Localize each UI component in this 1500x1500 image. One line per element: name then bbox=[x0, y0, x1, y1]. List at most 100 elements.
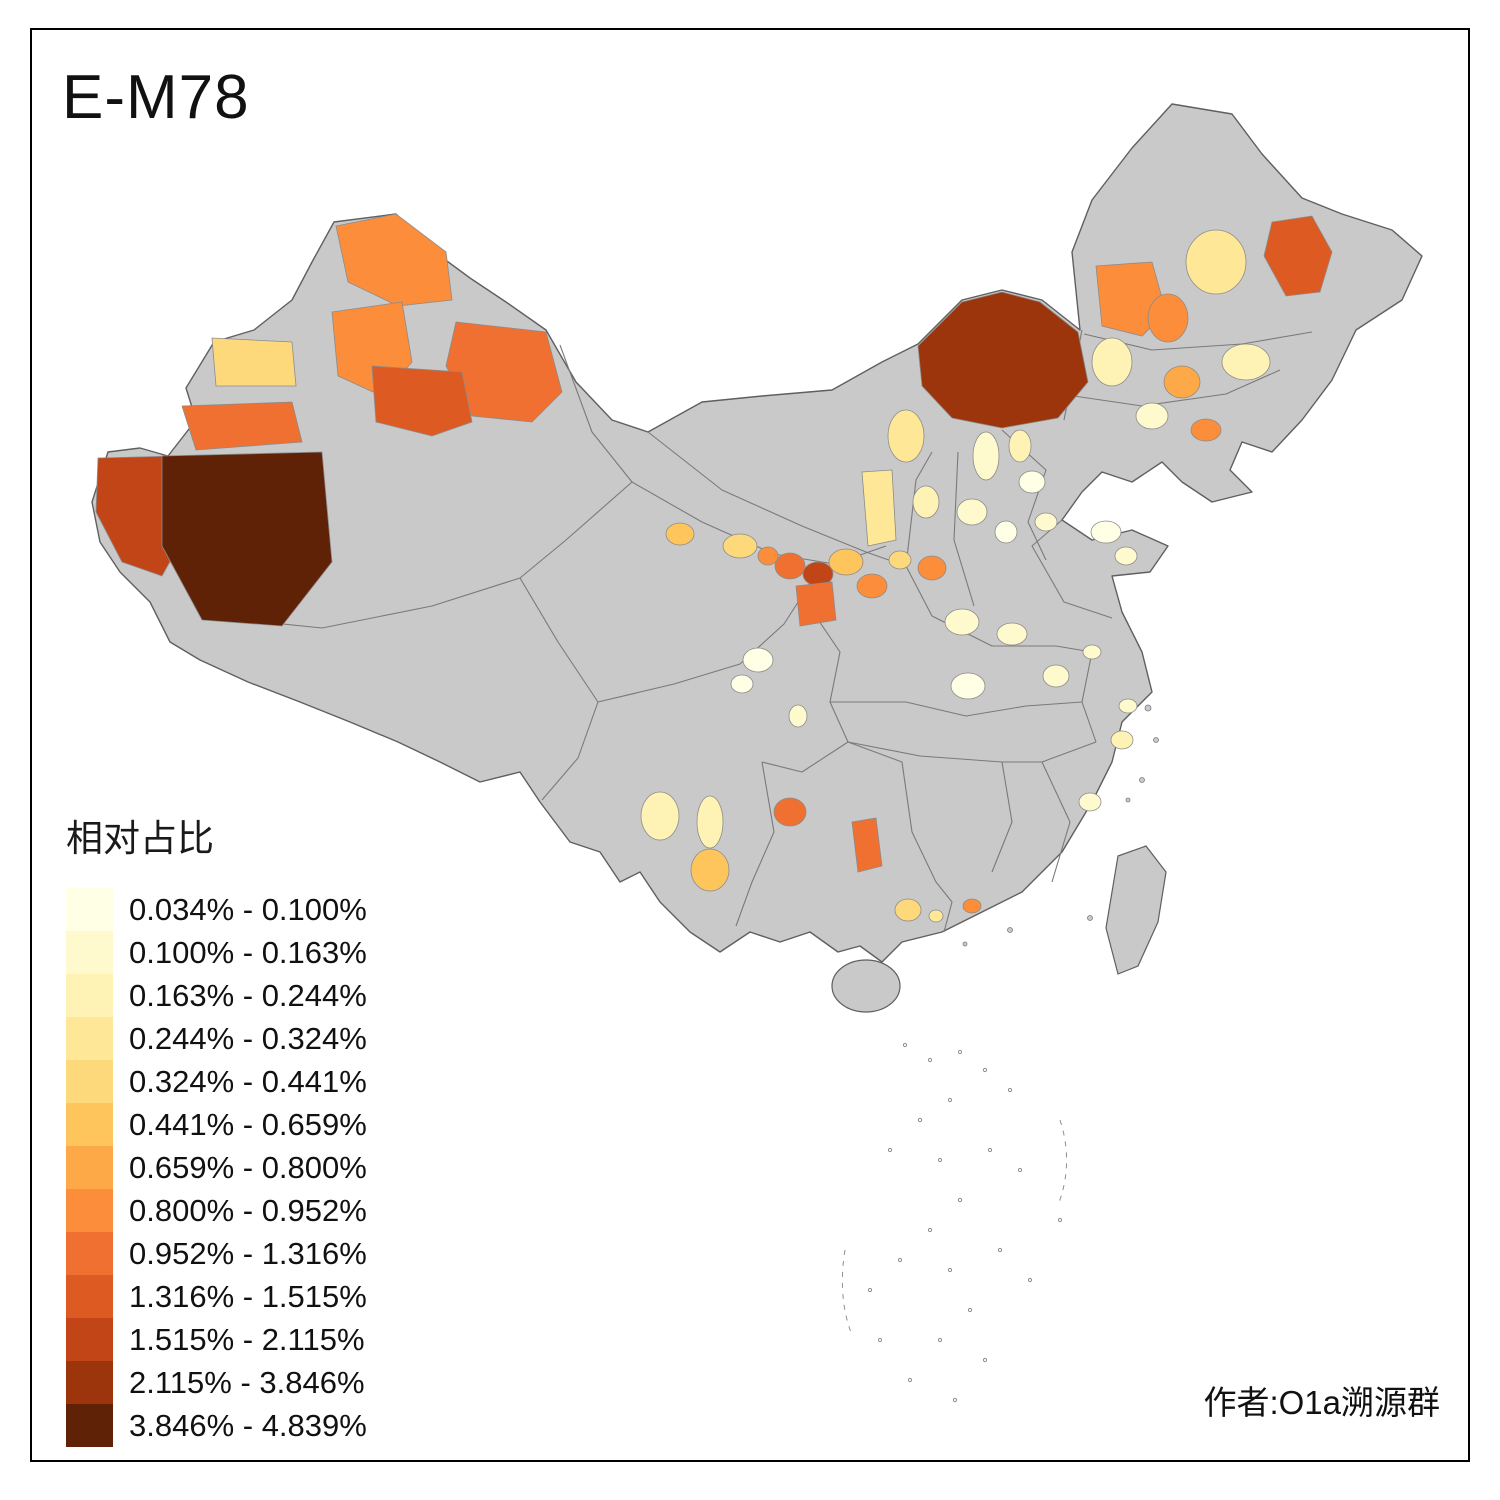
map-region bbox=[1110, 730, 1134, 750]
hainan-island bbox=[831, 959, 901, 1013]
map-region bbox=[773, 797, 807, 827]
legend-swatch bbox=[66, 1232, 113, 1275]
legend-swatch bbox=[66, 1060, 113, 1103]
legend-item: 0.100% - 0.163% bbox=[66, 931, 486, 974]
map-region bbox=[1008, 429, 1032, 463]
map-region bbox=[851, 817, 883, 873]
legend-label: 0.244% - 0.324% bbox=[129, 1020, 367, 1056]
map-region bbox=[211, 337, 297, 387]
legend-label: 2.115% - 3.846% bbox=[129, 1364, 365, 1400]
map-region bbox=[994, 520, 1018, 544]
map-region bbox=[956, 498, 988, 526]
map-region bbox=[1163, 365, 1201, 399]
map-region bbox=[972, 431, 1000, 481]
legend-label: 0.163% - 0.244% bbox=[129, 977, 367, 1013]
map-region bbox=[1147, 293, 1189, 343]
map-region bbox=[757, 546, 779, 566]
map-region bbox=[1091, 337, 1133, 387]
legend-swatch bbox=[66, 1189, 113, 1232]
map-region bbox=[912, 485, 940, 519]
legend-item: 0.952% - 1.316% bbox=[66, 1232, 486, 1275]
legend-item: 0.324% - 0.441% bbox=[66, 1060, 486, 1103]
legend-item: 0.659% - 0.800% bbox=[66, 1146, 486, 1189]
legend-item: 1.316% - 1.515% bbox=[66, 1275, 486, 1318]
coastal-islets bbox=[962, 704, 1159, 947]
colored-regions bbox=[95, 213, 1333, 923]
south-china-sea-islands bbox=[841, 1042, 1067, 1403]
map-region bbox=[861, 469, 897, 547]
attribution: 作者:O1a溯源群 bbox=[1203, 1384, 1440, 1421]
legend-item: 2.115% - 3.846% bbox=[66, 1361, 486, 1404]
page-title: E-M78 bbox=[62, 63, 250, 132]
map-region bbox=[690, 848, 730, 892]
map-region bbox=[722, 533, 758, 559]
legend: 相对占比 0.034% - 0.100% 0.100% - 0.163% 0.1… bbox=[66, 808, 486, 1447]
map-region bbox=[335, 213, 453, 307]
map-region bbox=[1018, 470, 1046, 494]
map-region bbox=[944, 608, 980, 636]
legend-swatch bbox=[66, 1275, 113, 1318]
map-region bbox=[640, 791, 680, 841]
map-region bbox=[828, 548, 864, 576]
legend-title: 相对占比 bbox=[66, 818, 214, 859]
legend-item: 3.846% - 4.839% bbox=[66, 1404, 486, 1447]
legend-label: 1.515% - 2.115% bbox=[129, 1321, 365, 1357]
islands bbox=[831, 704, 1167, 1403]
legend-item: 0.034% - 0.100% bbox=[66, 888, 486, 931]
map-region bbox=[795, 581, 837, 627]
map-region bbox=[894, 898, 922, 922]
map-region bbox=[1090, 520, 1122, 544]
legend-swatch bbox=[66, 931, 113, 974]
map-region bbox=[788, 704, 808, 728]
legend-label: 0.800% - 0.952% bbox=[129, 1192, 367, 1228]
legend-label: 0.659% - 0.800% bbox=[129, 1149, 367, 1185]
map-region bbox=[1221, 343, 1271, 381]
map-region bbox=[1185, 229, 1247, 295]
map-region bbox=[917, 555, 947, 581]
map-region bbox=[1034, 512, 1058, 532]
map-region bbox=[1042, 664, 1070, 688]
map-region bbox=[161, 451, 333, 627]
map-region bbox=[996, 622, 1028, 646]
legend-swatch bbox=[66, 1404, 113, 1447]
legend-label: 0.952% - 1.316% bbox=[129, 1235, 367, 1271]
map-region bbox=[928, 909, 944, 923]
legend-swatch bbox=[66, 974, 113, 1017]
legend-swatch bbox=[66, 1103, 113, 1146]
map-region bbox=[181, 401, 303, 451]
map-region bbox=[962, 898, 982, 914]
legend-label: 1.316% - 1.515% bbox=[129, 1278, 367, 1314]
legend-item: 0.244% - 0.324% bbox=[66, 1017, 486, 1060]
legend-label: 0.034% - 0.100% bbox=[129, 891, 367, 927]
map-region bbox=[1263, 215, 1333, 297]
map-region bbox=[774, 552, 806, 580]
map-region bbox=[665, 522, 695, 546]
map-region bbox=[445, 321, 563, 423]
map-region bbox=[1114, 546, 1138, 566]
map-region bbox=[887, 409, 925, 463]
legend-swatch bbox=[66, 1146, 113, 1189]
map-region bbox=[1190, 418, 1222, 442]
legend-swatch bbox=[66, 1318, 113, 1361]
map-region bbox=[1078, 792, 1102, 812]
legend-swatch bbox=[66, 1017, 113, 1060]
map-region bbox=[696, 795, 724, 849]
legend-swatch bbox=[66, 888, 113, 931]
province-borders bbox=[95, 329, 1313, 933]
legend-item: 0.163% - 0.244% bbox=[66, 974, 486, 1017]
map-region bbox=[856, 573, 888, 599]
map-region bbox=[950, 672, 986, 700]
map-region bbox=[1082, 644, 1102, 660]
legend-item: 0.800% - 0.952% bbox=[66, 1189, 486, 1232]
legend-item: 1.515% - 2.115% bbox=[66, 1318, 486, 1361]
legend-label: 0.324% - 0.441% bbox=[129, 1063, 367, 1099]
taiwan-island bbox=[1105, 845, 1167, 975]
map-region bbox=[1135, 402, 1169, 430]
map-region bbox=[1118, 698, 1138, 714]
map-region bbox=[888, 550, 912, 570]
legend-label: 0.441% - 0.659% bbox=[129, 1106, 367, 1142]
map-region bbox=[742, 647, 774, 673]
legend-item: 0.441% - 0.659% bbox=[66, 1103, 486, 1146]
map-region bbox=[730, 674, 754, 694]
